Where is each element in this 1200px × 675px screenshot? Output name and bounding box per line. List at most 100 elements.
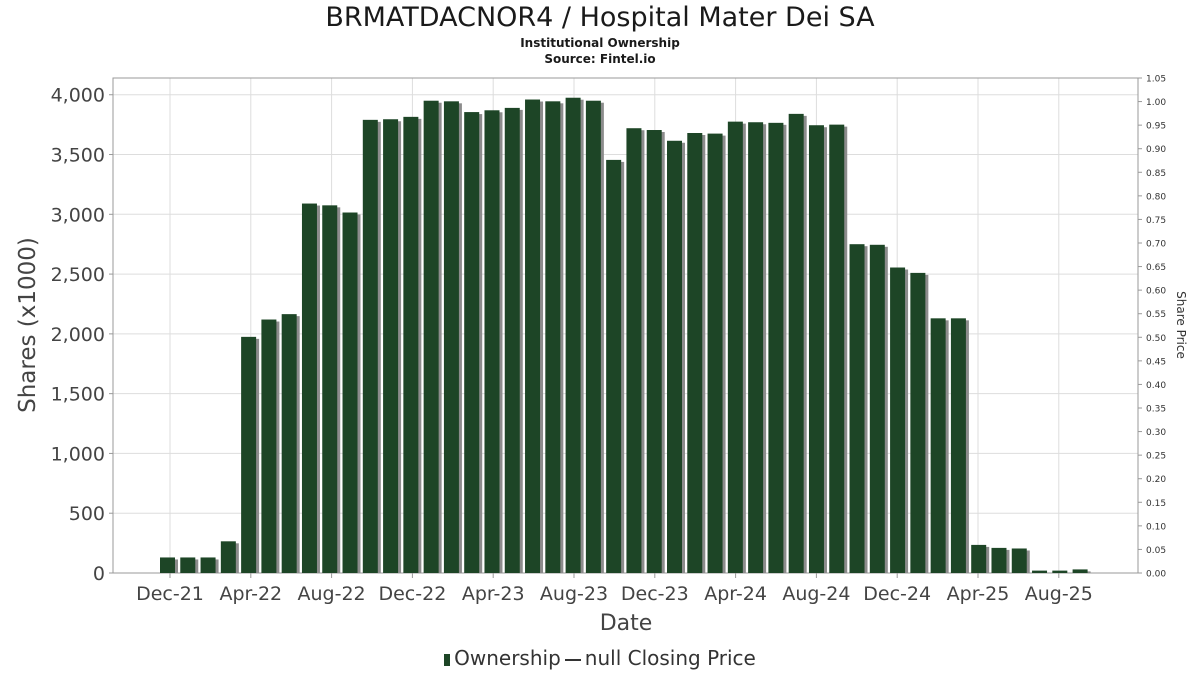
ownership-bar [362,119,378,573]
y2-axis: 0.00 0.05 0.10 0.15 0.20 0.25 0.30 0.35 0.40 0.45… [1138,75,1166,580]
plot-frame [112,77,1139,574]
y2-tick-label: 0.45 [1146,357,1166,367]
ownership-bar [971,544,987,573]
ownership-bar [849,244,865,573]
ownership-chart: 05001,0001,5002,0002,5003,0003,5004,000 … [15,75,1188,637]
ownership-bar [281,314,297,573]
ownership-bar [484,110,500,574]
ownership-bar [565,97,581,573]
legend: Ownership null Closing Price [0,646,1200,670]
ownership-bar [464,112,480,574]
ownership-bar [808,125,824,573]
ownership-bar [241,336,257,573]
y-tick-label: 4,000 [51,85,105,107]
y2-tick-label: 0.05 [1146,546,1166,556]
y2-tick-label: 0.75 [1146,216,1166,226]
y-tick-label: 500 [69,503,105,525]
ownership-bar [768,122,784,573]
ownership-bar [869,244,885,574]
y2-tick-label: 0.40 [1146,381,1166,391]
ownership-bar [606,159,622,574]
y2-tick-label: 0.95 [1146,122,1166,132]
ownership-bar [220,541,236,573]
ownership-bar [200,557,216,573]
y2-tick-label: 0.90 [1146,145,1166,155]
ownership-bar [525,99,541,574]
x-axis-label: Date [600,611,653,636]
ownership-bar [829,124,845,573]
y2-tick-label: 0.50 [1146,334,1166,344]
y2-tick-label: 1.00 [1146,98,1166,108]
y2-tick-label: 0.20 [1146,475,1166,485]
y-tick-label: 3,000 [51,204,105,226]
chart-title: BRMATDACNOR4 / Hospital Mater Dei SA [325,2,875,33]
ownership-bar [383,119,399,573]
x-tick-label: Apr-25 [947,583,1010,605]
y2-tick-label: 0.55 [1146,310,1166,320]
ownership-bar [160,557,175,573]
y-axis: 0 500 1,000 1,500 2,000 2,500 3,000 3,500 4,000 [51,85,113,585]
x-tick-label: Aug-24 [782,583,850,605]
ownership-bar [585,100,601,573]
x-tick-label: Apr-23 [462,583,525,605]
y2-tick-label: 0.85 [1146,169,1166,179]
y-tick-label: 1,000 [51,443,105,465]
ownership-bar [687,133,703,573]
y-tick-label: 2,500 [51,264,105,286]
x-tick-label: Dec-23 [621,583,689,605]
ownership-bar [788,113,804,573]
y2-tick-label: 0.60 [1146,287,1166,297]
y2-tick-label: 0.65 [1146,263,1166,273]
ownership-bar [667,140,682,574]
ownership-bar [950,318,966,573]
price-legend-label: null Closing Price [584,646,756,670]
ownership-bar [1052,570,1068,573]
ownership-bar [301,203,317,574]
y-axis-label: Shares (x1000) [15,237,41,413]
y2-tick-label: 0.80 [1146,192,1166,202]
ownership-bar [545,101,561,573]
y-tick-label: 3,500 [51,145,105,167]
y-tick-label: 0 [93,563,105,585]
x-tick-label: Aug-25 [1025,583,1093,605]
x-axis: Dec-21 Apr-22 Aug-22 Dec-22 Apr-23 Aug-23 Dec-… [136,573,1093,605]
y2-tick-label: 0.30 [1146,428,1166,438]
ownership-bar [727,121,743,574]
x-tick-label: Aug-23 [540,583,608,605]
x-tick-label: Apr-24 [704,583,767,605]
ownership-bar [748,122,764,573]
ownership-legend-label: Ownership [454,646,561,670]
y2-tick-label: 0.70 [1146,240,1166,250]
y2-tick-label: 0.35 [1146,405,1166,415]
ownership-bar [504,107,520,574]
price-legend-line [564,658,581,661]
y2-tick-label: 1.05 [1146,75,1166,85]
x-tick-label: Apr-22 [219,583,282,605]
ownership-bar [930,318,946,573]
chart-source: Source: Fintel.io [544,52,656,66]
ownership-bar [1011,548,1027,573]
ownership-bar [1072,569,1088,573]
x-tick-label: Dec-24 [863,583,931,605]
x-tick-label: Aug-22 [298,583,366,605]
ownership-bar [180,557,196,573]
y-tick-label: 2,000 [51,324,105,346]
y2-tick-label: 0.15 [1146,499,1166,509]
ownership-bar [403,116,419,573]
x-tick-label: Dec-22 [378,583,446,605]
ownership-bar [322,205,338,573]
y2-tick-label: 0.00 [1146,570,1166,580]
ownership-legend-swatch [444,653,451,666]
ownership-bar [890,267,906,573]
y-tick-label: 1,500 [51,384,105,406]
ownership-bar [707,133,723,573]
y2-tick-label: 0.10 [1146,522,1166,532]
ownership-bar [991,547,1007,573]
ownership-bar [626,128,642,573]
ownership-bar [910,272,926,573]
ownership-bar [342,212,358,573]
ownership-bar [423,100,439,573]
x-tick-label: Dec-21 [136,583,204,605]
y2-axis-label: Share Price [1174,291,1188,359]
chart-subtitle: Institutional Ownership [520,36,680,50]
